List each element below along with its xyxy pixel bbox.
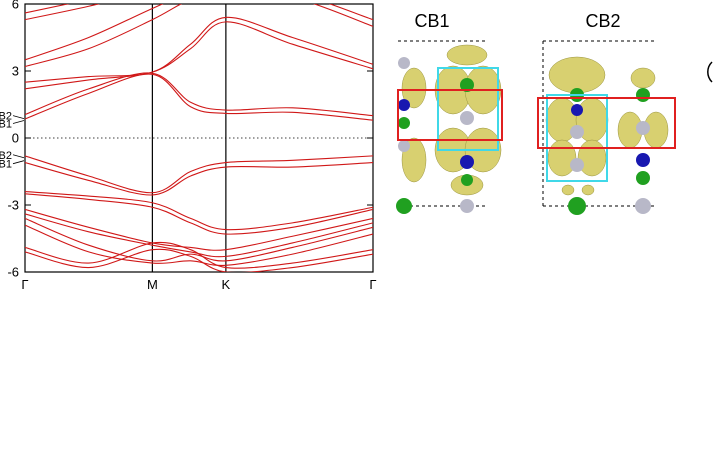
band-line-11 — [25, 193, 373, 235]
cb1-cyan-highlight-box — [437, 67, 499, 151]
band-lines — [25, 4, 373, 272]
band-line-5 — [25, 4, 373, 61]
band-line-1 — [25, 72, 373, 117]
band-line-15 — [25, 224, 373, 266]
band-line-10 — [25, 191, 373, 231]
y-tick-label: 6 — [12, 0, 19, 12]
y-tick-label: -6 — [7, 265, 19, 280]
band-annotation-arrow — [12, 115, 25, 120]
panel-title-cb2: CB2 — [585, 11, 620, 31]
x-tick-label: M — [147, 277, 158, 292]
y-tick-label: -3 — [7, 198, 19, 213]
band-annotation-label: VB2 — [0, 150, 12, 162]
orbital-panel-cb2: CB2 — [537, 11, 676, 215]
y-axis-ticks: -6 -3 0 3 6 — [7, 0, 373, 280]
cb2-atoms — [568, 88, 651, 215]
band-annotation-label: VB1 — [0, 159, 12, 171]
band-line-14 — [25, 217, 373, 262]
band-line-17 — [25, 248, 373, 272]
panel-title-cb1: CB1 — [414, 11, 449, 31]
cb2-cyan-highlight-box — [546, 94, 608, 182]
cb2-unit-cell-box — [542, 40, 655, 207]
band-line-2 — [25, 21, 373, 90]
x-tick-label: K — [222, 277, 231, 292]
band-annotation-label: CB2 — [0, 111, 12, 123]
band-line-6 — [25, 4, 101, 21]
band-line-12 — [25, 208, 373, 251]
band-annotation-arrow — [12, 120, 25, 124]
band-line-4 — [25, 4, 373, 68]
band-line-0 — [25, 73, 373, 121]
x-tick-label: Γ — [21, 277, 28, 292]
y-tick-label: 3 — [12, 64, 19, 79]
band-annotation-arrow — [12, 154, 25, 159]
band-line-3 — [25, 16, 373, 83]
band-line-13 — [25, 213, 373, 258]
band-structure-plot: -6 -3 0 3 6 Γ M K Γ CB2CB1 VB2VB1 — [0, 0, 377, 292]
plot-frame — [24, 3, 374, 273]
band-line-8 — [25, 155, 373, 194]
band-line-16 — [25, 241, 373, 269]
x-tick-label: Γ — [369, 277, 376, 292]
band-line-9 — [25, 162, 373, 196]
cb2-red-highlight-box — [537, 97, 676, 149]
band-annotations: CB2CB1 VB2VB1 — [0, 111, 25, 171]
band-annotation-label: CB1 — [0, 118, 12, 130]
high-symmetry-lines — [151, 4, 227, 272]
band-annotation-arrow — [12, 160, 25, 165]
cb1-atoms — [396, 57, 474, 214]
clipped-panel-label-paren — [707, 61, 713, 83]
orbital-panel-cb1: CB1 — [396, 11, 503, 214]
y-tick-label: 0 — [12, 131, 19, 146]
cb1-red-highlight-box — [397, 89, 503, 141]
